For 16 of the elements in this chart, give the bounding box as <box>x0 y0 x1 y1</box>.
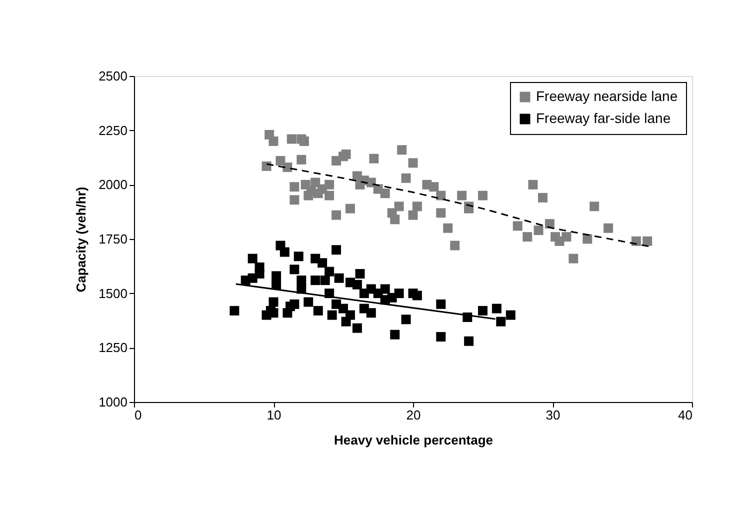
y-tick-label: 2000 <box>98 177 128 192</box>
x-tick-label: 10 <box>266 408 282 422</box>
y-tick-label: 1500 <box>98 286 128 301</box>
y-tick-label: 1250 <box>98 340 128 356</box>
x-tick-label: 0 <box>134 408 142 422</box>
y-tick-label: 1000 <box>98 394 128 410</box>
y-tick-label: 1750 <box>98 232 128 246</box>
x-axis-title: Heavy vehicle percentage <box>334 432 493 448</box>
legend-label: Freeway nearside lane <box>536 88 678 104</box>
x-tick-label: 30 <box>546 408 560 422</box>
y-tick-label: 2500 <box>98 68 128 84</box>
x-tick-label: 20 <box>406 408 421 422</box>
y-axis-title: Capacity (veh/hr) <box>74 186 89 292</box>
legend-label: Freeway far-side lane <box>536 110 671 126</box>
x-tick-label: 40 <box>678 408 692 422</box>
y-tick-label: 2250 <box>98 122 128 138</box>
